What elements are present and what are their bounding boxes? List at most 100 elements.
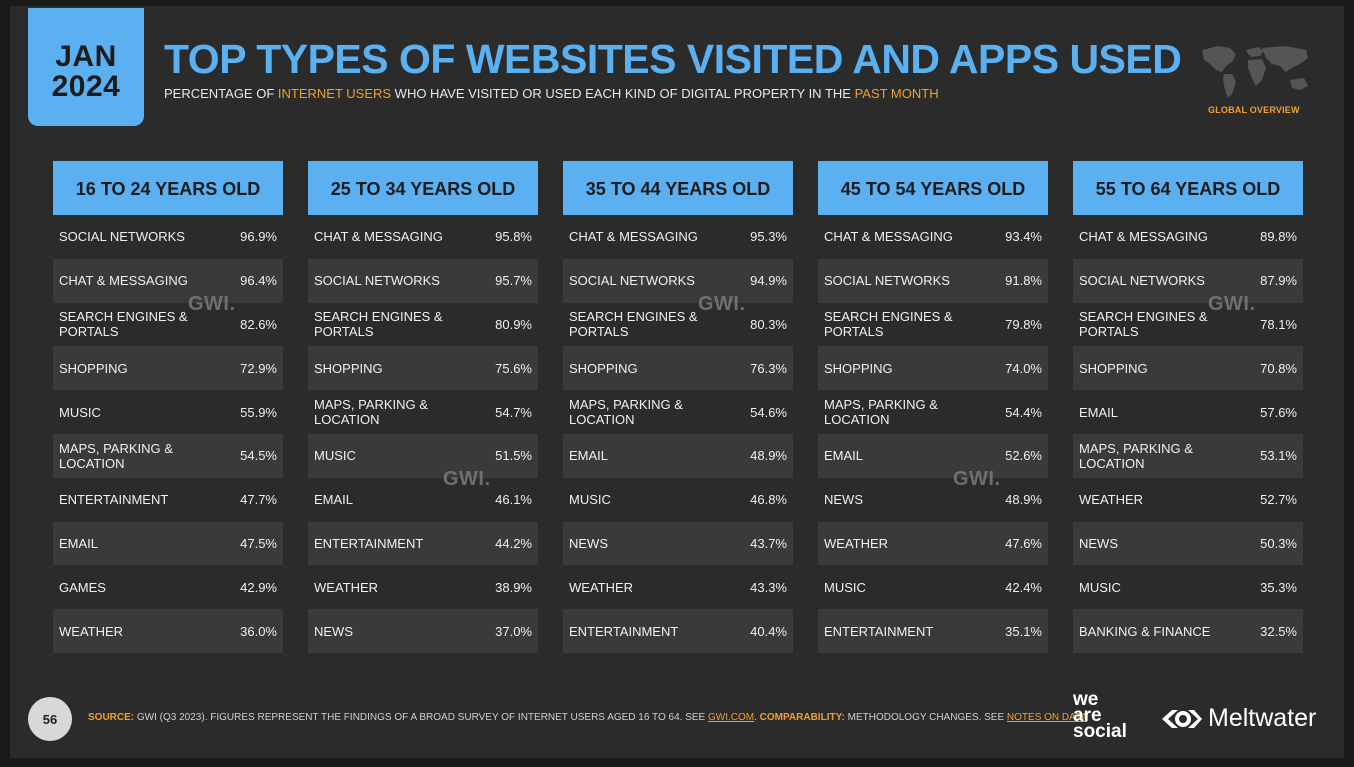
row-label: MUSIC [1079,579,1121,595]
table-row: CHAT & MESSAGING 89.8% [1073,215,1303,259]
subtitle-highlight: PAST MONTH [854,86,939,101]
subtitle-part: PERCENTAGE OF [164,86,278,101]
table-row: ENTERTAINMENT 44.2% [308,521,538,566]
row-value: 46.1% [495,492,532,508]
row-label: SEARCH ENGINES & PORTALS [314,309,443,340]
gwi-watermark: GWI. [953,468,1001,490]
row-label: NEWS [569,535,608,551]
row-value: 74.0% [1005,360,1042,376]
table-row: MUSIC 42.4% [818,565,1048,610]
table-row: SOCIAL NETWORKS 96.9% [53,215,283,259]
table-row: NEWS 43.7% [563,521,793,566]
row-value: 70.8% [1260,360,1297,376]
row-value: 89.8% [1260,229,1297,245]
row-label: CHAT & MESSAGING [59,273,188,289]
table-row: SOCIAL NETWORKS 87.9% [1073,258,1303,303]
row-label: SEARCH ENGINES & PORTALS [59,309,188,340]
table-row: MAPS, PARKING & LOCATION 54.7% [308,390,538,434]
source-key: SOURCE: [88,712,135,723]
row-value: 78.1% [1260,316,1297,332]
source-link[interactable]: GWI.COM [707,712,755,723]
row-value: 32.5% [1260,623,1297,639]
date-badge: JAN 2024 [28,8,144,126]
table-row: ENTERTAINMENT 40.4% [563,609,793,653]
row-value: 35.1% [1005,623,1042,639]
table-row: SOCIAL NETWORKS 94.9% [563,258,793,303]
row-label: NEWS [314,623,353,639]
table-row: CHAT & MESSAGING 95.8% [308,215,538,259]
row-value: 54.7% [495,404,532,420]
table-row: WEATHER 47.6% [818,521,1048,566]
notes-on-data-link[interactable]: NOTES ON DATA [1006,712,1088,723]
row-value: 48.9% [750,448,787,464]
row-value: 54.6% [750,404,787,420]
row-label: SOCIAL NETWORKS [1079,273,1205,289]
meltwater-logo: Meltwater [1158,704,1316,733]
row-label: SOCIAL NETWORKS [314,273,440,289]
row-label: SOCIAL NETWORKS [59,229,185,245]
table-row: MAPS, PARKING & LOCATION 53.1% [1073,433,1303,478]
table-row: EMAIL 47.5% [53,521,283,566]
table-row: SEARCH ENGINES & PORTALS 79.8% [818,302,1048,347]
row-label: WEATHER [1079,492,1144,508]
page-subtitle: PERCENTAGE OF INTERNET USERS WHO HAVE VI… [164,86,939,101]
row-value: 50.3% [1260,535,1297,551]
row-value: 48.9% [1005,492,1042,508]
row-value: 43.7% [750,535,787,551]
table-row: EMAIL 57.6% [1073,390,1303,434]
row-value: 72.9% [240,360,277,376]
row-label: MAPS, PARKING & LOCATION [59,440,173,471]
row-label: CHAT & MESSAGING [824,229,953,245]
table-row: SHOPPING 72.9% [53,346,283,391]
row-label: EMAIL [1079,404,1119,420]
row-value: 80.3% [750,316,787,332]
table-row: SEARCH ENGINES & PORTALS 78.1% [1073,302,1303,347]
age-column: 35 TO 44 YEARS OLD CHAT & MESSAGING 95.3% S… [563,161,793,653]
date-year: 2024 [51,70,121,103]
date-month: JAN [55,40,117,73]
brand-line: we [1073,689,1099,710]
row-value: 42.4% [1005,579,1042,595]
table-row: MAPS, PARKING & LOCATION 54.4% [818,390,1048,434]
row-value: 47.6% [1005,535,1042,551]
row-label: SOCIAL NETWORKS [569,273,695,289]
row-value: 80.9% [495,316,532,332]
row-value: 79.8% [1005,316,1042,332]
page-title: TOP TYPES OF WEBSITES VISITED AND APPS U… [164,36,1182,82]
row-value: 76.3% [750,360,787,376]
row-value: 51.5% [495,448,532,464]
row-value: 36.0% [240,623,277,639]
row-label: WEATHER [59,623,124,639]
source-text: GWI (Q3 2023). FIGURES REPRESENT THE FIN… [134,712,708,723]
source-note: SOURCE: GWI (Q3 2023). FIGURES REPRESENT… [88,712,1088,723]
table-row: EMAIL 52.6% [818,433,1048,478]
row-label: MAPS, PARKING & LOCATION [314,397,428,428]
table-row: SOCIAL NETWORKS 95.7% [308,258,538,303]
column-header: 55 TO 64 YEARS OLD [1073,161,1303,215]
row-value: 53.1% [1260,448,1297,464]
table-row: CHAT & MESSAGING 96.4% [53,258,283,303]
row-label: MAPS, PARKING & LOCATION [824,397,938,428]
row-label: SOCIAL NETWORKS [824,273,950,289]
table-row: SHOPPING 70.8% [1073,346,1303,391]
age-column: 25 TO 34 YEARS OLD CHAT & MESSAGING 95.8% S… [308,161,538,653]
comparability-key: COMPARABILITY: [759,712,845,723]
comparability-text: METHODOLOGY CHANGES. SEE [844,712,1007,723]
row-label: MUSIC [314,448,356,464]
row-value: 94.9% [750,273,787,289]
row-label: SEARCH ENGINES & PORTALS [824,309,953,340]
table-row: BANKING & FINANCE 32.5% [1073,609,1303,653]
row-label: ENTERTAINMENT [59,492,169,508]
row-value: 96.9% [240,229,277,245]
row-value: 82.6% [240,316,277,332]
row-label: MUSIC [569,492,611,508]
row-label: SHOPPING [59,360,128,376]
row-value: 37.0% [495,623,532,639]
row-label: MUSIC [824,579,866,595]
row-value: 75.6% [495,360,532,376]
row-value: 47.7% [240,492,277,508]
row-value: 40.4% [750,623,787,639]
table-row: GAMES 42.9% [53,565,283,610]
column-header: 25 TO 34 YEARS OLD [308,161,538,215]
table-row: MAPS, PARKING & LOCATION 54.5% [53,433,283,478]
